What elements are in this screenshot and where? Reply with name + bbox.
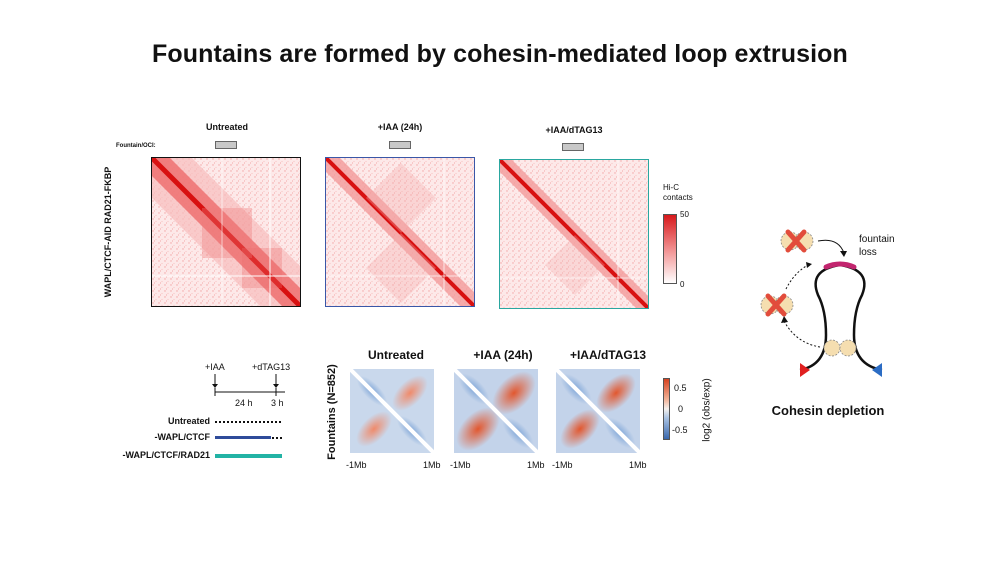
hic-map-iaa bbox=[325, 157, 475, 307]
hic-row-label: WAPL/CTCF-AID RAD21-FKBP bbox=[103, 166, 113, 298]
apa-colorbar-max: 0.5 bbox=[674, 383, 687, 393]
hic-condition-untreated: Untreated bbox=[205, 122, 248, 132]
diagram-caption: Cohesin depletion bbox=[771, 403, 885, 418]
fountain-marker bbox=[389, 141, 411, 149]
apa-x-right-3: 1Mb bbox=[629, 460, 647, 470]
timeline-dtag-label: +dTAG13 bbox=[252, 362, 291, 372]
timeline-axis bbox=[212, 374, 285, 396]
hic-colorbar-label-1: Hi-C bbox=[663, 183, 679, 192]
apa-x-left-3: -1Mb bbox=[552, 460, 573, 470]
apa-row-label-wrap: Fountains (N=852) bbox=[322, 364, 342, 460]
apa-map-iaa-dtag bbox=[556, 369, 640, 453]
hic-colorbar-label-2: contacts bbox=[663, 193, 693, 202]
apa-condition-untreated: Untreated bbox=[367, 348, 424, 362]
hic-condition-iaa: +IAA (24h) bbox=[377, 122, 423, 132]
hic-colorbar-max: 50 bbox=[680, 210, 689, 219]
apa-row-label: Fountains (N=852) bbox=[326, 364, 338, 460]
apa-colorbar-label-wrap: log2 (obs/exp) bbox=[700, 368, 714, 452]
timeline-iaa-label: +IAA bbox=[205, 362, 225, 372]
apa-x-right-2: 1Mb bbox=[527, 460, 545, 470]
apa-colorbar bbox=[663, 378, 670, 440]
apa-x-left-1: -1Mb bbox=[346, 460, 367, 470]
page-title: Fountains are formed by cohesin-mediated… bbox=[152, 40, 848, 68]
timeline-3h: 3 h bbox=[271, 398, 284, 408]
timeline-24h: 24 h bbox=[235, 398, 253, 408]
ctcf-right-anchor-icon bbox=[872, 363, 882, 377]
timeline-row-wapl-ctcf: -WAPL/CTCF bbox=[154, 432, 211, 442]
timeline-line-wapl-ctcf-tail bbox=[272, 437, 282, 439]
apa-colorbar-label: log2 (obs/exp) bbox=[701, 378, 713, 442]
apa-x-right-1: 1Mb bbox=[423, 460, 441, 470]
fountain-marker bbox=[562, 143, 584, 151]
apa-map-iaa bbox=[454, 369, 538, 453]
timeline-row-wapl-ctcf-rad21: -WAPL/CTCF/RAD21 bbox=[122, 450, 211, 460]
apa-condition-iaa: +IAA (24h) bbox=[473, 348, 533, 362]
cohesin-removed-left bbox=[760, 293, 794, 317]
hic-map-iaa-dtag bbox=[499, 159, 649, 309]
hic-colorbar bbox=[663, 214, 677, 284]
hic-row-label-wrap: WAPL/CTCF-AID RAD21-FKBP bbox=[96, 157, 120, 307]
timeline-line-wapl-ctcf-rad21 bbox=[215, 454, 282, 458]
apa-colorbar-min: -0.5 bbox=[672, 425, 688, 435]
apa-map-untreated bbox=[350, 369, 434, 453]
hic-condition-iaa-dtag: +IAA/dTAG13 bbox=[545, 125, 603, 135]
cohesin-pair-bottom bbox=[823, 339, 857, 357]
fountain-loss-line-2: loss bbox=[859, 247, 877, 258]
hic-colorbar-title: Hi-C contacts bbox=[663, 183, 693, 203]
ctcf-left-anchor-icon bbox=[800, 363, 810, 377]
timeline-row-untreated: Untreated bbox=[167, 416, 210, 426]
fountain-loss-diagram bbox=[760, 229, 883, 377]
timeline-line-untreated bbox=[215, 421, 281, 423]
fountain-marker bbox=[215, 141, 237, 149]
apa-condition-iaa-dtag: +IAA/dTAG13 bbox=[569, 348, 647, 362]
fountain-loss-line-1: fountain bbox=[859, 234, 895, 245]
fountain-label: Fountain/OCI: bbox=[116, 143, 156, 149]
apa-x-left-2: -1Mb bbox=[450, 460, 471, 470]
cohesin-removed-top bbox=[780, 229, 814, 253]
timeline-line-wapl-ctcf bbox=[215, 436, 271, 439]
hic-colorbar-min: 0 bbox=[680, 280, 685, 289]
hic-map-untreated bbox=[151, 157, 301, 307]
fountain-loss-label: fountain loss bbox=[859, 233, 895, 259]
apa-colorbar-mid: 0 bbox=[678, 404, 684, 414]
